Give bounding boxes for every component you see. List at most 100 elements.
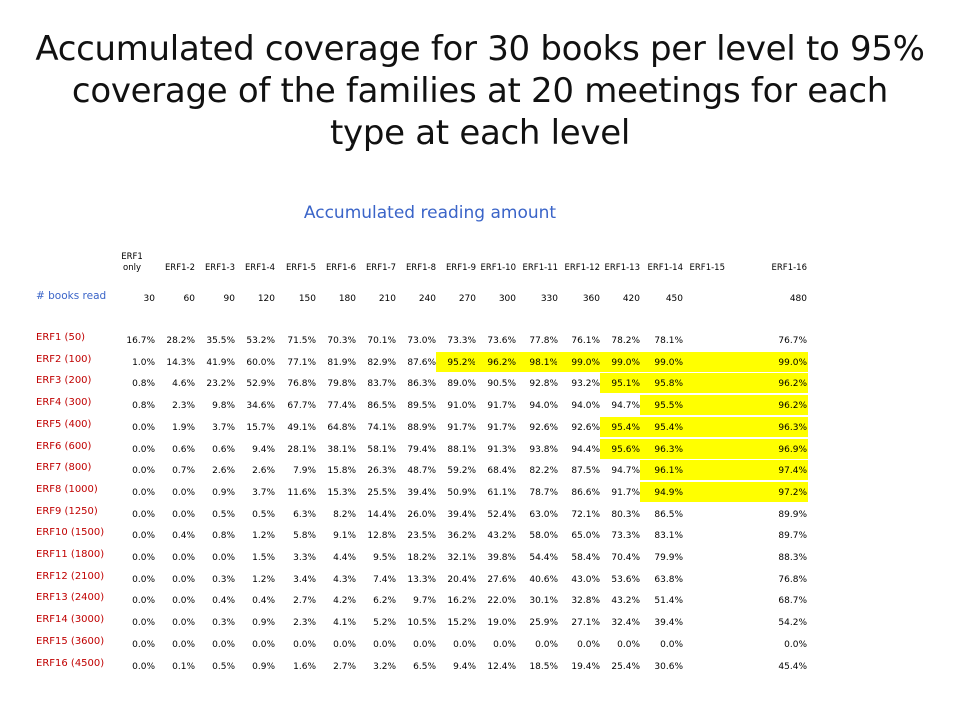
table-cell: 83.7% [367,379,396,390]
table-cell: 25.9% [529,618,558,629]
highlight-cell [475,351,516,372]
highlight-cell [557,351,600,372]
table-cell: 0.1% [172,661,195,672]
column-header: ERF1-3 [204,263,235,273]
table-cell: 72.1% [571,509,600,520]
table-cell: 89.0% [447,379,476,390]
row-label: ERF7 (800) [36,462,92,474]
table-cell: 0.0% [172,509,195,520]
highlight-cell [725,481,808,502]
table-cell: 96.3% [654,444,683,455]
table-cell: 96.3% [778,422,807,433]
table-cell: 26.3% [367,466,396,477]
table-cell: 2.6% [212,466,235,477]
table-cell: 87.6% [407,357,436,368]
table-cell: 88.9% [407,422,436,433]
table-cell: 0.0% [212,639,235,650]
table-cell: 0.0% [413,639,436,650]
table-cell: 0.0% [132,639,155,650]
table-cell: 64.8% [327,422,356,433]
table-cell: 27.1% [571,618,600,629]
table-cell: 60.0% [246,357,275,368]
column-header: ERF1-7 [365,263,396,273]
table-cell: 65.0% [571,531,600,542]
highlight-cell [436,351,475,372]
table-cell: 82.9% [367,357,396,368]
table-cell: 20.4% [447,574,476,585]
table-cell: 68.4% [487,466,516,477]
table-subtitle: Accumulated reading amount [303,203,557,223]
column-header: ERF1-16 [771,263,807,273]
table-cell: 70.3% [327,336,356,346]
table-cell: 99.0% [654,357,683,368]
column-header: ERF1-9 [445,263,476,273]
table-cell: 4.6% [172,379,195,390]
highlight-cell [725,351,808,372]
table-cell: 73.3% [447,336,476,346]
table-cell: 0.0% [617,639,640,650]
table-cell: 0.0% [577,639,600,650]
table-cell: 15.3% [327,487,356,498]
table-cell: 0.9% [252,618,275,629]
highlight-cell [516,351,557,372]
table-cell: 95.8% [654,379,683,390]
table-cell: 0.4% [252,596,275,607]
table-cell: 0.6% [212,444,235,455]
table-cell: 74.1% [367,422,396,433]
table-cell: 25.4% [611,661,640,672]
books-read-value: 240 [418,294,436,304]
table-cell: 23.5% [407,531,436,542]
table-cell: 0.4% [172,531,195,542]
table-cell: 91.7% [447,422,476,433]
table-cell: 0.7% [172,466,195,477]
table-cell: 9.4% [453,661,476,672]
table-cell: 68.7% [778,596,807,607]
books-read-value: 180 [338,294,356,304]
table-cell: 86.3% [407,379,436,390]
table-cell: 91.7% [487,401,516,412]
table-cell: 52.4% [487,509,516,520]
table-cell: 18.2% [407,553,436,563]
table-cell: 0.8% [132,379,155,390]
table-cell: 99.0% [571,357,600,368]
table-cell: 0.4% [212,596,235,607]
table-cell: 95.4% [654,422,683,433]
column-header: ERF1-6 [325,263,356,273]
table-cell: 92.6% [529,422,558,433]
table-cell: 30.6% [654,661,683,672]
table-cell: 11.6% [287,487,316,498]
table-cell: 80.3% [611,509,640,520]
table-cell: 7.9% [293,466,316,477]
table-cell: 63.0% [529,509,558,520]
table-cell: 16.7% [126,336,155,346]
table-cell: 2.7% [333,661,356,672]
table-cell: 78.2% [611,336,640,346]
table-cell: 36.2% [447,531,476,542]
table-cell: 95.1% [611,379,640,390]
table-cell: 13.3% [407,574,436,585]
highlight-cell [684,460,725,481]
table-cell: 99.0% [778,357,807,368]
highlight-cell [640,460,684,481]
highlight-cell [640,351,684,372]
table-cell: 73.3% [611,531,640,542]
table-cell: 26.0% [407,509,436,520]
table-cell: 25.5% [367,487,396,498]
table-cell: 92.6% [571,422,600,433]
table-cell: 89.7% [778,531,807,542]
table-cell: 3.4% [293,574,316,585]
table-cell: 73.0% [407,336,436,346]
row-label: ERF14 (3000) [36,614,105,626]
table-cell: 0.0% [132,444,155,455]
table-cell: 0.0% [132,553,155,563]
row-label: ERF10 (1500) [36,527,105,539]
row-label: ERF11 (1800) [36,549,105,560]
table-cell: 28.2% [166,336,195,346]
table-cell: 58.1% [367,444,396,455]
table-cell: 9.5% [373,553,396,563]
table-cell: 51.4% [654,596,683,607]
table-cell: 77.8% [529,336,558,346]
table-cell: 78.7% [529,487,558,498]
books-read-value: 90 [223,294,235,304]
